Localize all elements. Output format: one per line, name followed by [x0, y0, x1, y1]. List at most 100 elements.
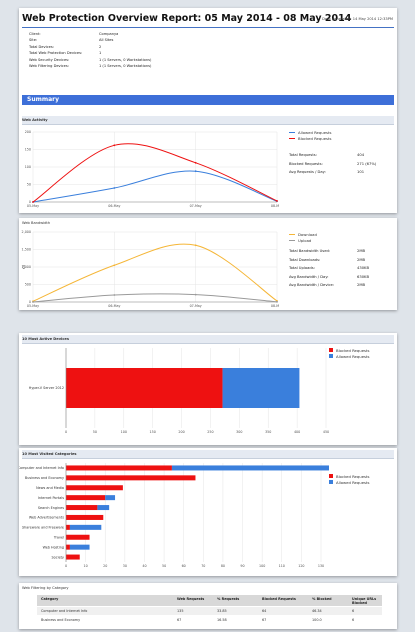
table-cell: 46.34: [312, 609, 322, 613]
table-cell: 16.58: [217, 618, 227, 622]
x-tick-label: 07-May: [190, 204, 202, 208]
y-tick-label: 500: [25, 283, 31, 287]
info-value: Companya: [99, 32, 119, 36]
table-cell: 6: [352, 618, 355, 622]
legend-label: Allowed Requests: [298, 130, 332, 135]
bar-segment: [66, 485, 123, 491]
bar-segment: [69, 524, 102, 530]
web-activity-legend: Allowed Requests Blocked Requests: [289, 130, 389, 146]
info-value: 1: [99, 51, 102, 56]
info-value: All Sites: [99, 38, 114, 43]
bar-segment: [97, 505, 110, 511]
stat-value: 2MB: [357, 257, 366, 262]
y-axis-label: KB: [22, 264, 26, 269]
info-key: Total Devices:: [29, 44, 54, 49]
series-line: [32, 243, 278, 302]
category-label: Search Engines: [38, 506, 64, 510]
section-header-bar: [22, 116, 394, 125]
client-info-block: Client: Companya Site: All Sites Total Devic…: [29, 32, 229, 82]
x-tick-label: 40: [142, 564, 146, 568]
web-activity-title: Web Activity: [22, 118, 48, 122]
report-page-visited-categories: 10 Most Visited Categories 0 10 20 30 40 50 60…: [19, 448, 397, 576]
bar-segment: [66, 475, 196, 481]
stat-key: Total Requests:: [289, 153, 317, 157]
x-tick-label: 100: [121, 430, 127, 434]
data-point: [276, 300, 278, 303]
category-label: Internet Portals: [38, 496, 64, 500]
filtering-table: Category Web Requests % Requests Blocked Re…: [37, 595, 382, 627]
stat-key: Blocked Requests:: [289, 161, 323, 166]
data-point: [194, 244, 197, 247]
x-tick-label: 200: [178, 430, 184, 434]
legend-item: Blocked Requests: [329, 348, 394, 353]
x-tick-label: 30: [123, 564, 127, 568]
info-key: Total Web Protection Devices:: [29, 51, 83, 56]
x-tick-label: 06-May: [108, 304, 120, 308]
category-label: Computer and Internet Info: [19, 466, 64, 470]
y-tick-label: 100: [25, 165, 31, 169]
report-title: Web Protection Overview Report: 05 May 2…: [22, 13, 352, 24]
x-tick-label: 08-May: [271, 304, 279, 308]
table-cell: Computer and Internet Info: [41, 609, 88, 613]
legend-item: Allowed Requests: [329, 354, 394, 359]
bar-segment: [222, 368, 300, 408]
x-tick-label: 08-May: [271, 204, 279, 208]
stat-value: 2MB: [357, 283, 366, 287]
x-tick-label: 120: [298, 564, 304, 568]
stat-value: 2MB: [357, 249, 366, 253]
table-cell: 6: [352, 609, 355, 613]
x-tick-label: 05-May: [27, 204, 39, 208]
x-tick-label: 70: [201, 564, 205, 568]
legend-item: Allowed Requests: [289, 130, 389, 135]
x-tick-label: 06-May: [108, 204, 120, 208]
category-label: Shareware and Freeware: [22, 526, 64, 530]
active-devices-legend: Blocked Requests Allowed Requests: [329, 348, 394, 364]
data-point: [194, 170, 197, 173]
y-tick-label: 1,000: [22, 265, 31, 269]
info-value: 2: [99, 44, 102, 49]
data-point: [113, 264, 116, 267]
y-tick-label: 0: [29, 300, 31, 304]
x-tick-label: 20: [103, 564, 107, 568]
x-tick-label: 250: [207, 430, 213, 434]
y-tick-label: 0: [29, 200, 31, 204]
visited-categories-chart: 0 10 20 30 40 50 60 70 80 90 100 110 120 130 Computer …: [19, 463, 329, 568]
stat-value: 404: [357, 153, 365, 157]
table-cell: 67: [177, 618, 182, 622]
stat-key: Total Uploads:: [289, 266, 315, 270]
title-rule: [22, 27, 394, 28]
legend-swatch-box: [329, 354, 333, 358]
summary-banner: Summary: [22, 95, 394, 105]
x-tick-label: 0: [65, 430, 67, 434]
info-key: Site:: [29, 38, 38, 43]
y-tick-label: 1,500: [22, 248, 31, 252]
legend-label: Allowed Requests: [336, 354, 370, 359]
x-tick-label: 50: [162, 564, 166, 568]
bar-segment: [66, 514, 104, 520]
legend-label: Blocked Requests: [336, 474, 370, 479]
active-devices-title: 10 Most Active Devices: [22, 337, 69, 341]
x-tick-label: 60: [182, 564, 186, 568]
table-row: Business and Economy 67 16.58 67 100.0 6: [37, 616, 382, 624]
category-label: Travel: [53, 535, 64, 539]
active-devices-chart: 0 50 100 150 200 250 300 350 400 450 Hyper-V Serve…: [29, 348, 329, 434]
legend-item: Blocked Requests: [289, 136, 389, 141]
report-page-overview: Web Protection Overview Report: 05 May 2…: [19, 8, 397, 213]
info-value: 1 (1 Servers, 0 Workstations): [99, 64, 152, 68]
stat-key: Avg Bandwidth / Day:: [289, 274, 329, 279]
section-header-bar: [22, 335, 394, 344]
table-cell: 64: [262, 609, 267, 613]
legend-item: Allowed Requests: [329, 480, 394, 485]
bar-segment: [66, 534, 90, 540]
x-tick-label: 0: [65, 564, 67, 568]
data-point: [32, 301, 34, 303]
x-tick-label: 450: [323, 430, 329, 434]
x-tick-label: 07-May: [190, 304, 202, 308]
bar-segment: [66, 495, 106, 501]
stat-value: 271 (67%): [357, 161, 377, 166]
table-cell: 100.0: [312, 618, 322, 622]
data-point: [113, 294, 116, 296]
bar-segment: [66, 554, 80, 560]
legend-swatch-line: [289, 137, 295, 139]
data-point: [276, 200, 278, 202]
